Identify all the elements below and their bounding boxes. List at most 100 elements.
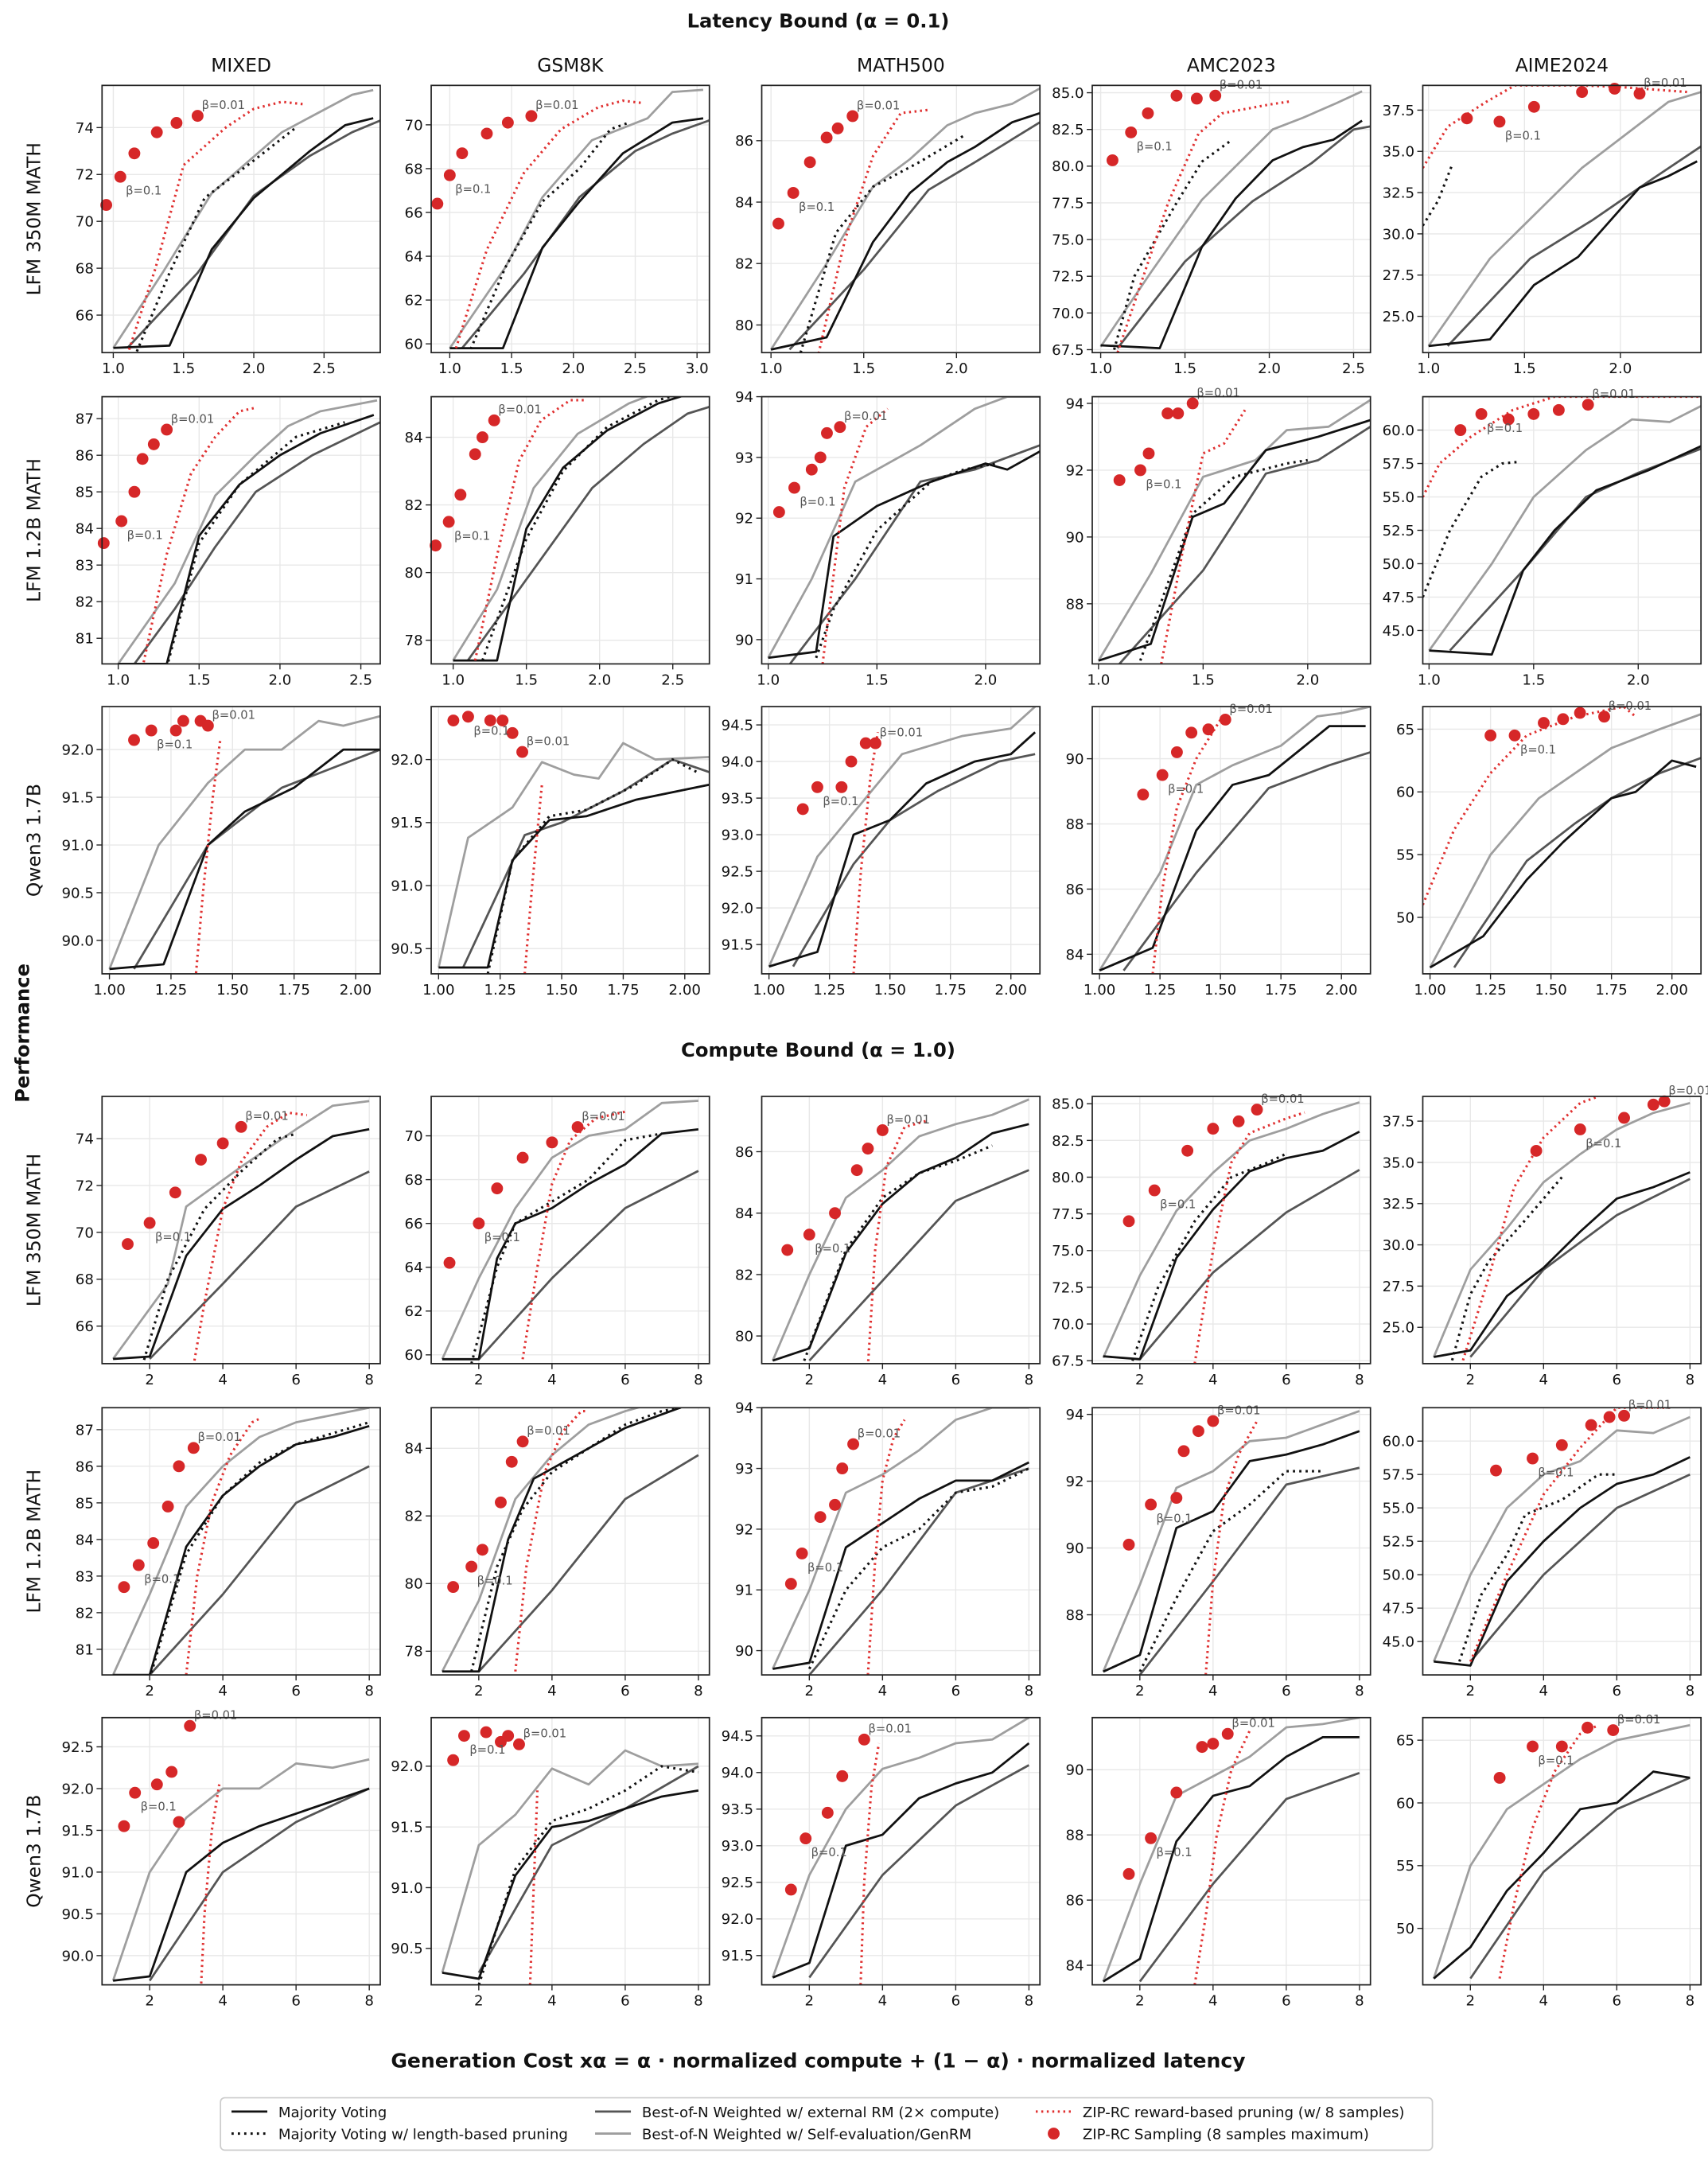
y-tick-label: 92 <box>735 1521 753 1538</box>
series-line-mvp <box>1422 461 1517 598</box>
zip-rc-sampling-point <box>122 1238 134 1251</box>
x-tick-label: 2 <box>474 1993 484 2010</box>
y-tick-label: 25.0 <box>1383 309 1414 325</box>
series-line-rm <box>461 119 710 349</box>
x-tick-label: 1.50 <box>216 982 248 999</box>
y-tick-label: 35.0 <box>1383 1154 1414 1171</box>
series-line-mv <box>1103 1430 1360 1673</box>
legend-marker <box>1048 2128 1060 2140</box>
zip-rc-sampling-point <box>862 1143 874 1155</box>
y-tick-label: 91.0 <box>391 878 422 894</box>
y-tick-label: 85 <box>76 485 94 501</box>
zip-rc-sampling-point <box>143 1217 156 1229</box>
zip-rc-sampling-point <box>1134 464 1146 477</box>
zip-rc-sampling-point <box>814 1511 827 1524</box>
beta-label: β=0.01 <box>527 734 570 748</box>
zip-rc-sampling-point <box>1170 1492 1183 1505</box>
beta-label: β=0.1 <box>141 1801 177 1814</box>
beta-label: β=0.1 <box>1160 1198 1196 1212</box>
x-tick-label: 4 <box>1208 1372 1218 1388</box>
y-tick-label: 82 <box>76 1605 94 1622</box>
x-tick-label: 2 <box>1466 1372 1476 1388</box>
y-tick-label: 55 <box>1396 847 1414 864</box>
zip-rc-sampling-point <box>1148 1184 1161 1197</box>
zip-rc-sampling-point <box>161 1501 174 1513</box>
beta-label: β=0.01 <box>202 99 245 112</box>
series-line-mvp <box>149 1421 370 1676</box>
x-tick-label: 1.0 <box>438 360 461 377</box>
x-tick-label: 2 <box>1466 1993 1476 2010</box>
zip-rc-sampling-point <box>1582 1721 1593 1734</box>
series-line-sg <box>438 742 710 968</box>
series-line-zp <box>1116 100 1290 353</box>
subplot-lfm-350m-math-math500: 1.0 1.5 2.0 80 82 84 86 β=0.1 β=0.01 <box>735 84 1041 377</box>
x-tick-label: 1.0 <box>1089 360 1112 377</box>
y-tick-label: 80 <box>735 1329 753 1345</box>
series-line-mvp <box>815 462 997 659</box>
series-line-rm <box>149 1170 370 1360</box>
series-line-rm <box>1469 1777 1690 1980</box>
x-tick-label: 4 <box>218 1993 228 2010</box>
y-tick-label: 86 <box>1065 882 1084 898</box>
y-tick-label: 94.5 <box>722 1728 753 1745</box>
axes-frame <box>101 1716 381 1986</box>
y-tick-label: 92 <box>1065 462 1084 479</box>
beta-label: β=0.1 <box>155 1231 191 1244</box>
y-tick-label: 85 <box>76 1495 94 1512</box>
x-tick-label: 2 <box>805 1993 815 2010</box>
x-tick-label: 8 <box>1686 1372 1695 1388</box>
series-line-sg <box>1433 1723 1690 1980</box>
subplot-lfm-1-2b-math-math500: 1.0 1.5 2.0 90 91 92 93 94 β=0.1 β=0.01 <box>735 389 1041 688</box>
y-tick-label: 87 <box>76 1422 94 1439</box>
zip-rc-sampling-point <box>1156 769 1169 781</box>
series-line-zp <box>1422 85 1688 169</box>
zip-rc-sampling-point <box>1177 1445 1190 1458</box>
zip-rc-sampling-point <box>1145 1498 1157 1511</box>
y-axis-label: Performance <box>12 964 34 1103</box>
zip-rc-sampling-point <box>114 170 126 183</box>
series-line-sg <box>108 714 380 970</box>
zip-rc-sampling-point <box>118 1820 130 1832</box>
x-tick-label: 6 <box>621 1993 630 2010</box>
axes-frame <box>1091 1096 1371 1365</box>
beta-label: β=0.01 <box>1231 1717 1274 1731</box>
zip-rc-sampling-point <box>803 156 816 169</box>
zip-rc-sampling-point <box>129 1786 142 1799</box>
series-line-mvp <box>799 133 967 353</box>
x-tick-label: 8 <box>1355 1683 1364 1700</box>
axes-frame <box>101 1096 381 1365</box>
zip-rc-sampling-point <box>1209 89 1222 102</box>
plot-area <box>438 742 710 974</box>
zip-rc-sampling-point <box>1232 1115 1245 1127</box>
subplot-qwen3-1-7b-gsm8k: 1.00 1.25 1.50 1.75 2.00 90.5 91.0 91.5 92.0 β=0.… <box>391 706 710 999</box>
zip-rc-sampling-point <box>480 127 493 140</box>
subplot-lfm-350m-math-math500: 2 4 6 8 80 82 84 86 β=0.1 β=0.01 <box>735 1096 1041 1388</box>
beta-label: β=0.1 <box>1157 1846 1192 1859</box>
axes-frame <box>1422 84 1702 354</box>
plot-area <box>772 1717 1030 1985</box>
zip-rc-sampling-point <box>443 169 456 181</box>
plot-area <box>1102 1101 1360 1364</box>
y-tick-label: 70.0 <box>1052 306 1084 322</box>
zip-rc-sampling-point <box>469 448 481 461</box>
zip-rc-sampling-point <box>454 489 467 501</box>
axes-frame <box>761 1096 1041 1365</box>
y-tick-label: 81 <box>76 1641 94 1658</box>
y-tick-label: 37.5 <box>1383 103 1414 119</box>
zip-rc-sampling-point <box>829 1207 841 1220</box>
series-line-mv <box>1433 1770 1690 1980</box>
zip-rc-sampling-point <box>1493 115 1506 128</box>
subplot-lfm-350m-math-aime2024: 1.0 1.5 2.0 25.0 27.5 30.0 32.5 35.0 37.5 β=0.1 β=… <box>1383 76 1702 377</box>
axes-frame <box>430 84 710 354</box>
plot-area <box>117 399 380 664</box>
y-tick-label: 93.5 <box>722 1801 753 1818</box>
series-line-rm <box>1138 1169 1360 1361</box>
y-tick-label: 67.5 <box>1052 342 1084 359</box>
x-tick-label: 2.0 <box>243 360 266 377</box>
zip-rc-sampling-point <box>195 1154 207 1166</box>
x-tick-label: 1.25 <box>155 982 187 999</box>
y-tick-label: 37.5 <box>1383 1114 1414 1131</box>
x-tick-label: 1.25 <box>813 982 845 999</box>
x-tick-label: 2 <box>1135 1683 1145 1700</box>
zip-rc-sampling-point <box>516 746 528 758</box>
